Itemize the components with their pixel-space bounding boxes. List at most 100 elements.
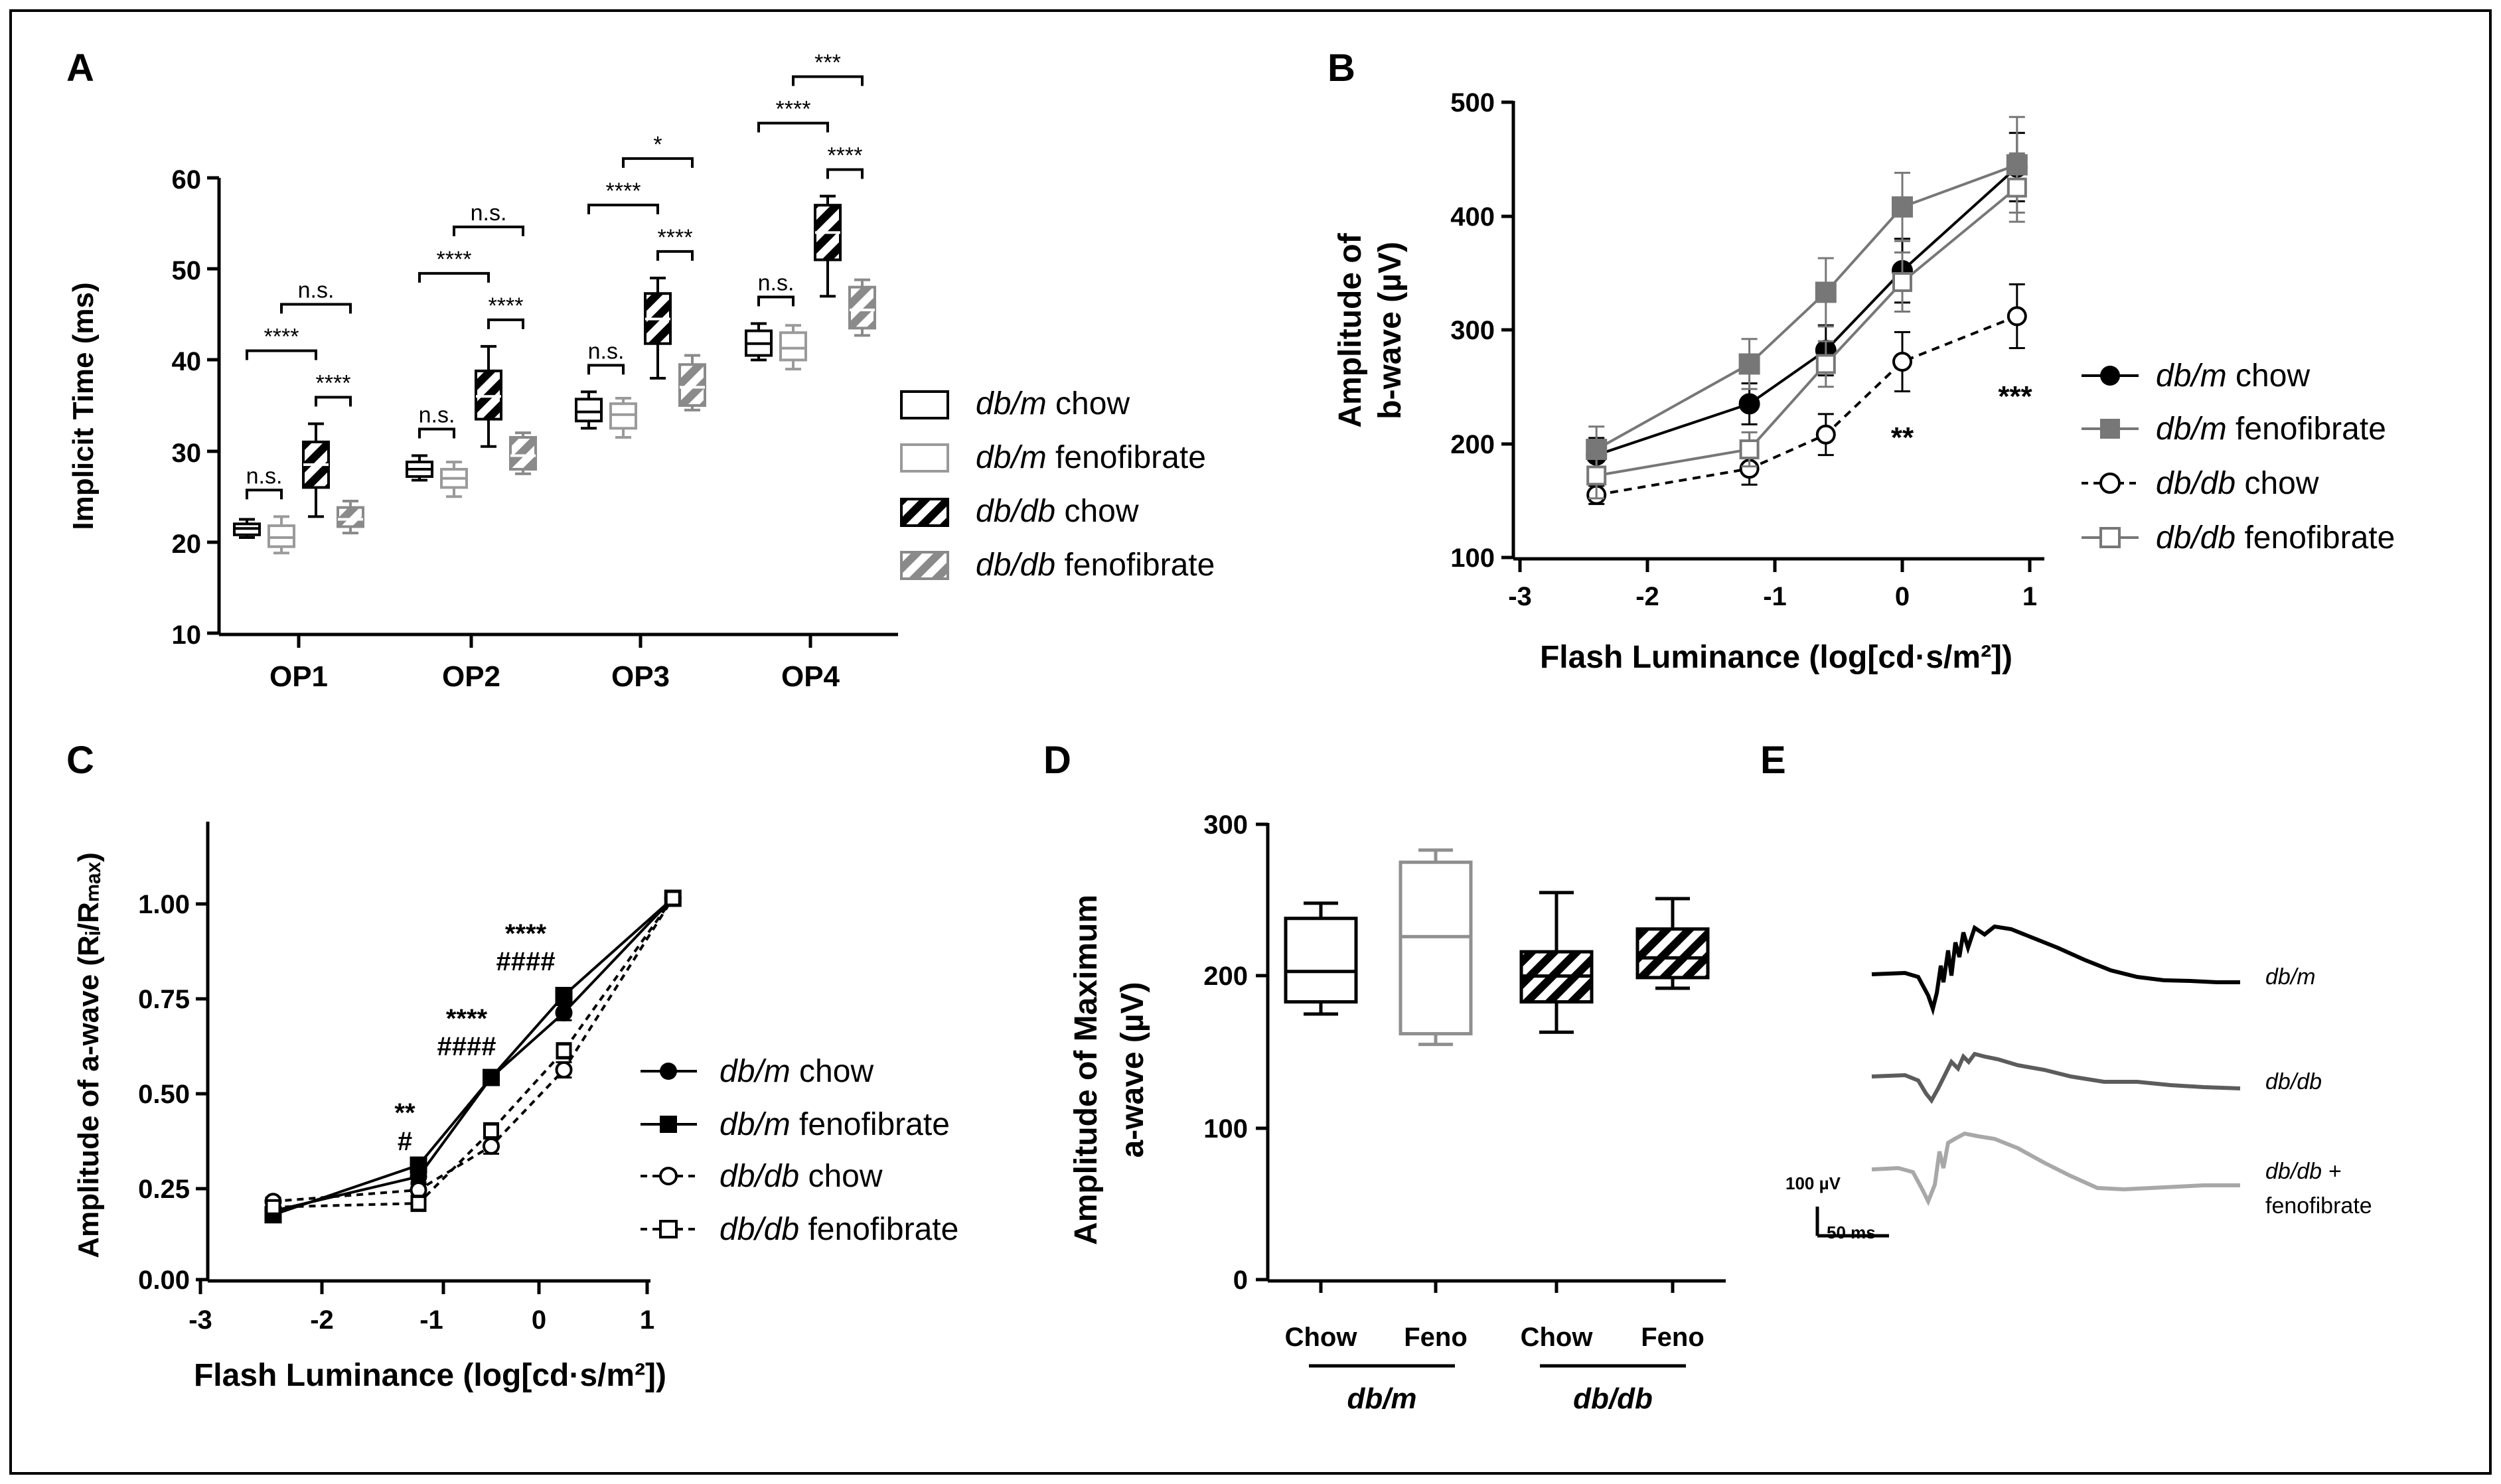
- a-bracket-label: n.s.: [246, 463, 283, 488]
- panel-e: db/m db/db db/db + fenofibrate 100 µV 50…: [1785, 924, 2372, 1242]
- b-point: [1586, 465, 1607, 486]
- panel-d-axes: [1266, 823, 1726, 1283]
- panel-d-ylabel-line1: Amplitude of Maximum: [1069, 895, 1104, 1245]
- a-legend-swatch-2: [900, 498, 949, 527]
- a-bracket-label: ****: [316, 370, 351, 396]
- d-group-dbdb: db/db: [1573, 1382, 1653, 1415]
- a-bracket-label: n.s.: [758, 271, 795, 296]
- a-bracket: [418, 427, 455, 439]
- c-ytick-100: 1.00: [138, 890, 190, 919]
- b-xtick-m3: -3: [1508, 582, 1532, 611]
- b-point: [1815, 354, 1836, 374]
- c-annotation-1-bottom: ####: [437, 1032, 496, 1061]
- c-series-line: [273, 897, 674, 1209]
- c-annotation-1-top: ****: [446, 1004, 488, 1033]
- b-point: [1892, 196, 1913, 218]
- panel-a-legend: db/m chow db/m fenofibrate db/db chow db…: [900, 386, 1215, 583]
- a-box: [267, 524, 295, 548]
- c-annotation-0-bottom: #: [398, 1127, 412, 1156]
- a-box: [475, 369, 502, 421]
- c-point: [556, 1043, 572, 1059]
- b-ytick-400: 400: [1450, 202, 1495, 232]
- c-xtick-0: 0: [532, 1305, 546, 1335]
- a-legend-swatch-1: [900, 443, 949, 473]
- panel-c-ylabel: Amplitude of a-wave (Rᵢ/Rₘₐₓ): [72, 852, 105, 1258]
- d-category-3: Feno: [1641, 1323, 1705, 1352]
- d-category-2: Chow: [1521, 1323, 1594, 1352]
- a-bracket-label: ****: [658, 225, 693, 250]
- panel-c-yticks: 1.00 0.75 0.50 0.25 0.00: [138, 890, 190, 1295]
- c-ytick-000: 0.00: [138, 1266, 190, 1295]
- panel-d-ytick-marks: [1256, 822, 1268, 1282]
- panel-b-yticks: 500 400 300 200 100: [1450, 88, 1495, 573]
- e-label-dbdb-feno: db/db +: [2265, 1159, 2341, 1184]
- a-bracket: [757, 121, 829, 133]
- a-bracket: [487, 318, 524, 329]
- panel-letter-a: A: [66, 46, 94, 90]
- b-xtick-1: 1: [2022, 582, 2037, 611]
- e-label-dbm: db/m: [2265, 964, 2316, 990]
- e-label-dbdb: db/db: [2265, 1069, 2322, 1094]
- panel-b-ylabel-line1: Amplitude of: [1333, 232, 1368, 427]
- c-point: [410, 1195, 427, 1212]
- b-point: [1892, 271, 1912, 292]
- a-bracket: [587, 203, 659, 214]
- panel-a: 60 50 40 30 20 10 Implicit Time (ms) OP1…: [67, 50, 1215, 693]
- b-xtick-m2: -2: [1635, 582, 1659, 611]
- b-point: [1815, 424, 1836, 445]
- panel-d-yticks: 300 200 100 0: [1203, 810, 1248, 1295]
- panel-c-xtick-marks: [198, 1281, 649, 1294]
- a-category-op4: OP4: [781, 660, 840, 693]
- c-point: [555, 986, 573, 1004]
- d-ytick-300: 300: [1203, 810, 1248, 840]
- a-box: [848, 285, 876, 330]
- a-bracket: [587, 364, 625, 375]
- c-point: [483, 1137, 500, 1155]
- c-ytick-025: 0.25: [138, 1175, 190, 1204]
- panel-a-brackets: n.s.****n.s.****n.s.****n.s.****n.s.****…: [246, 50, 864, 500]
- c-legend-marker-3: [659, 1220, 678, 1238]
- d-box: [1635, 927, 1710, 980]
- d-box: [1284, 917, 1358, 1004]
- a-bracket: [453, 225, 524, 236]
- b-legend-label-0: db/m chow: [2156, 358, 2310, 394]
- c-annotation-0-top: **: [394, 1098, 416, 1128]
- b-legend-marker-1: [2100, 419, 2120, 439]
- c-xtick-m2: -2: [310, 1305, 334, 1335]
- panel-b-xticks: -3 -2 -1 0 1: [1508, 582, 2037, 611]
- a-bracket-label: n.s.: [298, 277, 335, 303]
- e-label-fenofibrate: fenofibrate: [2265, 1193, 2372, 1219]
- a-bracket-label: n.s.: [471, 200, 507, 226]
- b-legend-marker-3: [2099, 527, 2121, 548]
- a-legend-swatch-0: [900, 390, 949, 419]
- panel-c-plot: [264, 889, 682, 1224]
- panel-letter-d: D: [1043, 739, 1071, 782]
- panel-a-ytick-marks: [207, 176, 219, 635]
- a-legend-label-3: db/db fenofibrate: [976, 548, 1215, 583]
- a-bracket: [757, 295, 795, 307]
- a-bracket-label: ****: [489, 293, 524, 319]
- b-series-line: [1596, 186, 2018, 477]
- c-annotation-2-bottom: ####: [496, 947, 556, 976]
- panel-letter-c: C: [66, 739, 94, 782]
- panel-letter-b: B: [1327, 46, 1355, 90]
- a-box: [779, 331, 807, 362]
- panel-d-xtick-marks: [1319, 1281, 1675, 1293]
- b-legend-marker-0: [2100, 366, 2120, 386]
- a-bracket: [246, 488, 283, 500]
- b-point: [2007, 306, 2027, 327]
- c-legend-marker-2: [659, 1167, 678, 1185]
- c-ytick-050: 0.50: [138, 1080, 190, 1109]
- b-legend-label-3: db/db fenofibrate: [2156, 520, 2395, 556]
- panel-a-xcategories: OP1 OP2 OP3 OP4: [269, 660, 840, 693]
- c-xtick-m1: -1: [419, 1305, 443, 1335]
- a-ytick-40: 40: [172, 347, 202, 376]
- a-bracket-label: ****: [606, 179, 641, 204]
- a-bracket: [280, 303, 352, 314]
- b-point: [1738, 353, 1760, 375]
- panel-a-ylabel: Implicit Time (ms): [67, 282, 100, 530]
- a-bracket: [622, 157, 694, 168]
- a-box: [678, 363, 706, 408]
- c-point: [483, 1122, 499, 1139]
